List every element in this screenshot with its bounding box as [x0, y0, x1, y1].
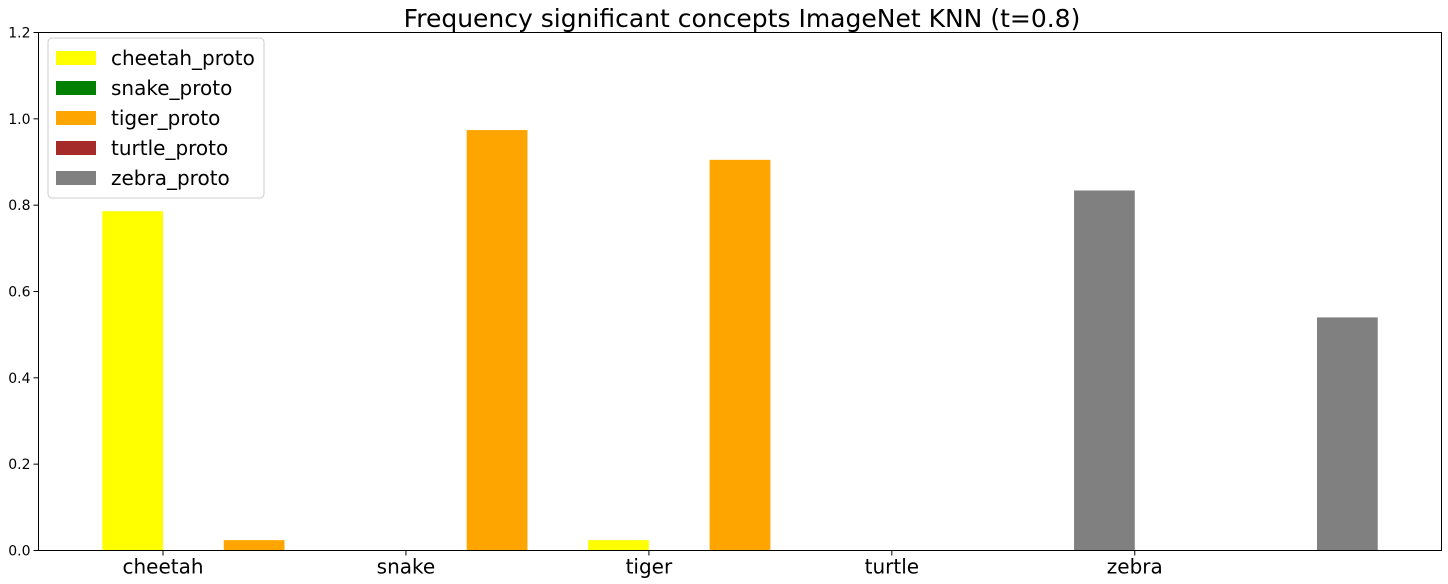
- y-axis: 0.0 0.2 0.4 0.6 0.8 1.0 1.2: [8, 26, 39, 560]
- legend-swatch-tiger_proto: [56, 111, 96, 125]
- bar-tiger_proto-tiger: [709, 159, 771, 551]
- bar-zebra_proto-zebra: [1316, 317, 1378, 551]
- x-tick-label: turtle: [865, 555, 919, 579]
- legend-swatch-turtle_proto: [56, 141, 96, 155]
- legend-label-turtle_proto: turtle_proto: [111, 136, 228, 160]
- x-tick-label: snake: [377, 555, 436, 579]
- x-tick-label: zebra: [1107, 555, 1163, 579]
- chart-title: Frequency significant concepts ImageNet …: [404, 4, 1081, 33]
- legend-swatch-cheetah_proto: [56, 51, 96, 65]
- legend-swatch-snake_proto: [56, 81, 96, 95]
- bar-cheetah_proto-cheetah: [102, 211, 164, 551]
- legend: cheetah_proto snake_proto tiger_prototurtl…: [47, 37, 265, 199]
- bar-tiger_proto-cheetah: [223, 540, 285, 551]
- x-axis: cheetah snake tiger turtle zebra: [122, 550, 1163, 579]
- legend-label-tiger_proto: tiger_proto: [111, 106, 220, 130]
- legend-swatch-zebra_proto: [56, 171, 96, 185]
- y-tick-label: 0.6: [8, 285, 30, 301]
- y-tick-label: 0.0: [8, 544, 30, 560]
- bar-tiger_proto-snake: [466, 130, 528, 551]
- y-tick-label: 0.4: [8, 371, 30, 387]
- bar-zebra_proto-turtle: [1074, 190, 1135, 551]
- x-tick-label: cheetah: [122, 555, 203, 579]
- legend-label-zebra_proto: zebra_proto: [111, 166, 230, 190]
- bars-group: [102, 130, 1378, 551]
- legend-label-cheetah_proto: cheetah_proto: [111, 46, 255, 70]
- x-tick-label: tiger: [626, 555, 673, 579]
- y-tick-label: 0.8: [8, 198, 30, 214]
- y-tick-label: 1.2: [8, 26, 30, 42]
- y-tick-label: 1.0: [8, 112, 30, 128]
- bar-cheetah_proto-tiger: [588, 540, 649, 551]
- legend-box: [47, 37, 265, 199]
- y-tick-label: 0.2: [8, 457, 30, 473]
- legend-label-snake_proto: snake_proto: [111, 76, 232, 100]
